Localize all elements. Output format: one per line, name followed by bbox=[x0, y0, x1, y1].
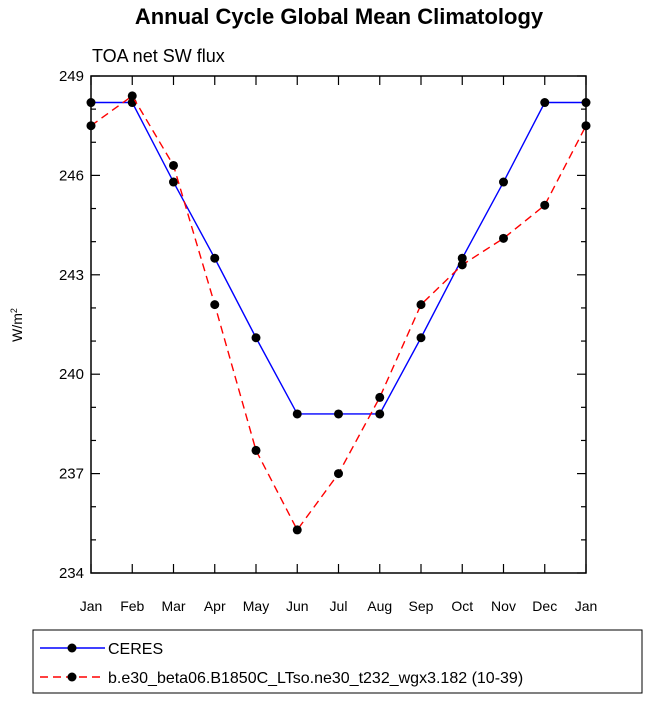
series-2 bbox=[86, 91, 591, 535]
plot-axes: 234 237 240 243 246 249 Jan Feb Mar Apr May Jun Jul A… bbox=[59, 68, 597, 614]
chart-title: Annual Cycle Global Mean Climatology bbox=[135, 4, 544, 29]
x-tick-label: Sep bbox=[409, 598, 434, 614]
x-tick-label: Dec bbox=[532, 598, 557, 614]
series-line-2 bbox=[90, 94, 587, 532]
data-point bbox=[86, 98, 96, 108]
x-tick-label: Apr bbox=[204, 598, 226, 614]
data-point bbox=[169, 160, 178, 170]
data-point bbox=[169, 177, 178, 187]
legend-label-2: b.e30_beta06.B1850C_LTso.ne30_t232_wgx3.… bbox=[108, 670, 523, 687]
x-tick-label: Jan bbox=[575, 598, 598, 614]
data-point bbox=[457, 260, 467, 270]
y-tick-label: 237 bbox=[59, 466, 84, 483]
y-tick-label: 240 bbox=[59, 366, 84, 383]
x-tick-label: Oct bbox=[451, 598, 473, 614]
data-point bbox=[416, 300, 426, 310]
series-1 bbox=[86, 98, 591, 419]
data-point bbox=[499, 233, 508, 243]
x-tick-label: May bbox=[243, 598, 269, 614]
y-tick-label: 246 bbox=[59, 167, 84, 184]
data-point bbox=[292, 409, 302, 419]
data-point bbox=[251, 445, 261, 455]
plot-frame bbox=[90, 75, 587, 574]
data-point bbox=[292, 525, 302, 535]
legend-box bbox=[32, 629, 643, 694]
data-point bbox=[210, 253, 220, 263]
svg-text:W/m2: W/m2 bbox=[9, 308, 25, 342]
data-point bbox=[375, 392, 385, 402]
y-axis-label-superscript: 2 bbox=[9, 308, 19, 313]
x-tick-label: Jun bbox=[286, 598, 309, 614]
data-point bbox=[210, 300, 220, 310]
x-tick-label: Nov bbox=[491, 598, 516, 614]
y-tick-label: 234 bbox=[59, 565, 84, 582]
legend-marker-1 bbox=[67, 643, 77, 653]
data-point bbox=[334, 469, 343, 479]
series-layer bbox=[86, 91, 591, 535]
data-point bbox=[581, 121, 591, 131]
y-axis-label: W/m2 bbox=[9, 308, 25, 342]
data-point bbox=[127, 91, 137, 101]
y-tick-label: 249 bbox=[59, 68, 84, 85]
data-point bbox=[86, 121, 96, 131]
data-point bbox=[251, 333, 261, 343]
y-tick-label: 243 bbox=[59, 267, 84, 284]
data-point bbox=[540, 98, 550, 108]
data-point bbox=[457, 253, 467, 263]
x-tick-label: Mar bbox=[161, 598, 185, 614]
x-tick-label: Jan bbox=[80, 598, 103, 614]
y-axis-label-unit: W/m bbox=[9, 313, 25, 342]
x-tick-label: Aug bbox=[367, 598, 392, 614]
x-tick-label: Feb bbox=[120, 598, 144, 614]
data-point bbox=[375, 409, 385, 419]
legend-marker-2 bbox=[67, 672, 77, 682]
legend-label-1: CERES bbox=[108, 641, 163, 658]
data-point bbox=[499, 177, 508, 187]
x-tick-label: Jul bbox=[330, 598, 348, 614]
data-point bbox=[416, 333, 426, 343]
data-point bbox=[581, 98, 591, 108]
series-line-1 bbox=[91, 101, 586, 415]
data-point bbox=[334, 409, 343, 419]
legend: CERES b.e30_beta06.B1850C_LTso.ne30_t232_… bbox=[32, 629, 643, 694]
data-point bbox=[540, 200, 550, 210]
chart-subtitle: TOA net SW flux bbox=[92, 46, 225, 66]
